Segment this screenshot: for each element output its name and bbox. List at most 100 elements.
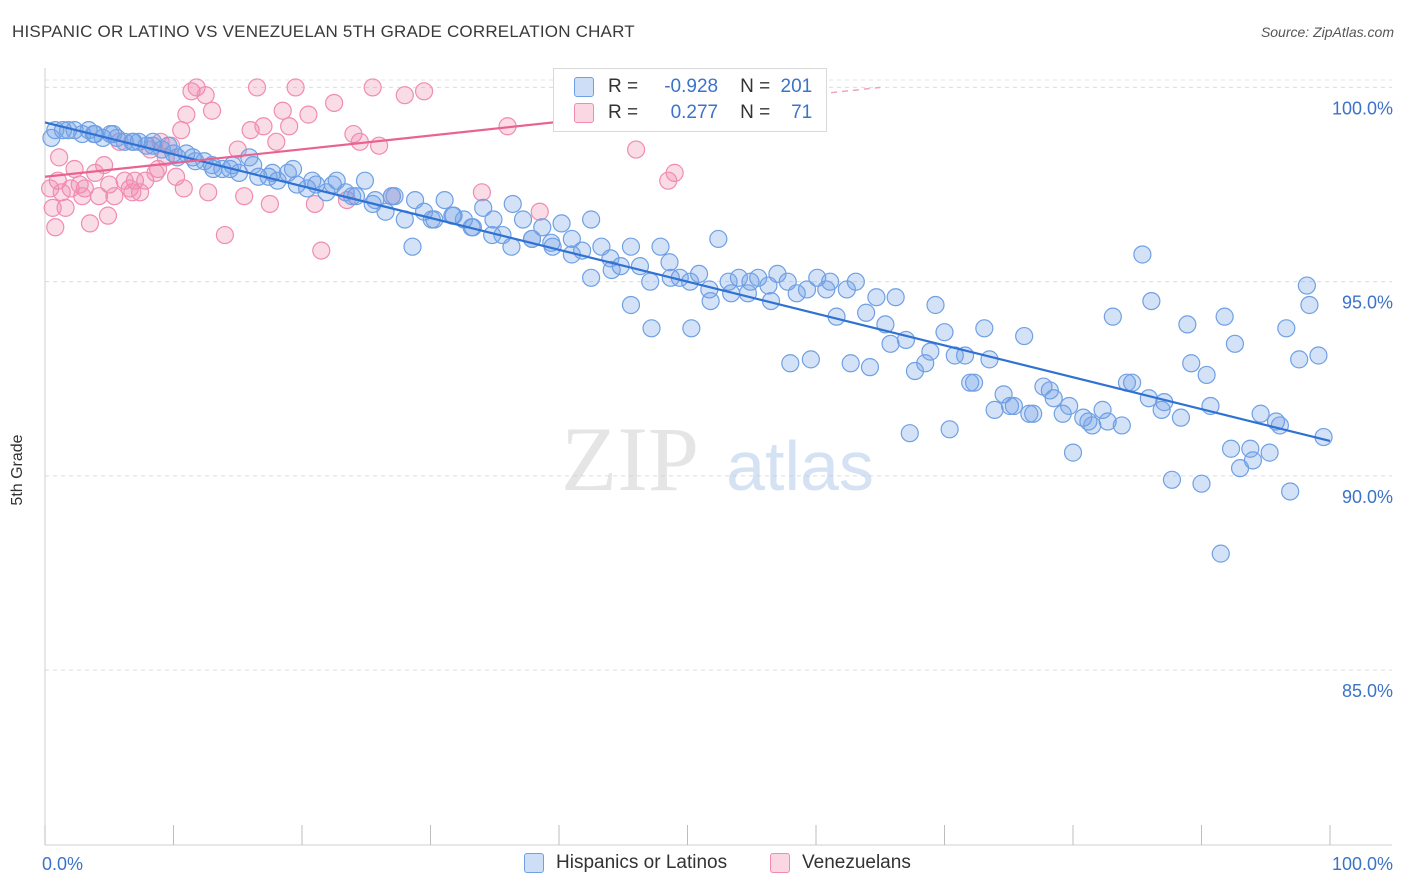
- point-hispanics: [935, 323, 954, 342]
- point-hispanics: [582, 210, 601, 229]
- point-hispanics: [435, 190, 454, 210]
- point-hispanics: [1178, 315, 1197, 334]
- point-hispanics: [502, 237, 521, 256]
- point-venezuelans: [41, 179, 60, 198]
- point-hispanics: [1241, 439, 1260, 458]
- point-hispanics: [886, 288, 905, 307]
- x-tick-label-min: 0.0%: [42, 854, 83, 874]
- point-hispanics: [1290, 350, 1309, 369]
- point-hispanics: [741, 272, 760, 291]
- point-hispanics: [900, 424, 919, 443]
- point-venezuelans: [305, 194, 324, 214]
- point-hispanics: [701, 292, 720, 311]
- point-hispanics: [382, 187, 402, 206]
- point-hispanics: [1112, 416, 1131, 435]
- legend-n-label: N =: [740, 102, 771, 123]
- point-hispanics: [1277, 319, 1296, 338]
- point-venezuelans: [325, 93, 344, 113]
- point-venezuelans: [98, 206, 118, 225]
- point-venezuelans: [215, 225, 234, 245]
- point-venezuelans: [530, 202, 549, 221]
- point-hispanics: [641, 272, 660, 291]
- point-venezuelans: [414, 82, 434, 101]
- point-hispanics: [244, 156, 263, 175]
- point-hispanics: [1093, 400, 1112, 419]
- point-hispanics: [964, 373, 984, 392]
- point-venezuelans: [43, 198, 62, 217]
- point-hispanics: [484, 210, 503, 229]
- point-venezuelans: [260, 194, 279, 214]
- point-hispanics: [689, 264, 709, 284]
- point-hispanics: [1221, 439, 1241, 458]
- point-venezuelans: [174, 179, 193, 198]
- legend-n-value-hispanics: 201: [780, 76, 813, 97]
- point-hispanics: [1182, 354, 1201, 373]
- point-hispanics: [1251, 404, 1270, 423]
- bottom-legend-swatch-hispanics: [524, 853, 544, 873]
- axes: [44, 68, 1392, 846]
- point-hispanics: [1197, 365, 1216, 385]
- point-venezuelans: [363, 78, 382, 97]
- point-hispanics: [1192, 474, 1211, 493]
- chart-title: HISPANIC OR LATINO VS VENEZUELAN 5TH GRA…: [12, 22, 635, 41]
- trend-lines: [44, 86, 1331, 443]
- point-hispanics: [1103, 307, 1122, 326]
- point-hispanics: [821, 272, 840, 291]
- bottom-legend-swatch-venezuelans: [770, 853, 790, 873]
- bottom-legend-hispanics[interactable]: Hispanics or Latinos: [524, 852, 727, 874]
- point-hispanics: [1063, 443, 1083, 462]
- point-hispanics: [651, 237, 670, 256]
- watermark-atlas: atlas: [726, 427, 874, 505]
- point-venezuelans: [280, 117, 299, 136]
- point-venezuelans: [395, 86, 414, 105]
- point-hispanics: [283, 159, 303, 179]
- legend-r-value-venezuelans: 0.277: [670, 102, 719, 123]
- legend-row-hispanics: R = -0.928 N = 201: [574, 75, 812, 99]
- point-hispanics: [1004, 396, 1023, 416]
- point-hispanics: [1171, 408, 1191, 427]
- point-venezuelans: [247, 78, 267, 97]
- watermark-zip: ZIP: [561, 408, 699, 510]
- point-hispanics: [1020, 404, 1039, 423]
- y-tick-label: 90.0%: [1342, 487, 1393, 507]
- point-hispanics: [1300, 295, 1319, 315]
- point-venezuelans: [46, 218, 65, 237]
- point-hispanics: [1098, 412, 1117, 431]
- trend-line-hispanics: [44, 121, 1331, 443]
- point-hispanics: [841, 354, 860, 373]
- y-axis-label: 5th Grade: [9, 434, 26, 506]
- point-hispanics: [921, 342, 940, 361]
- point-hispanics: [709, 229, 728, 249]
- point-hispanics: [474, 198, 493, 217]
- y-tick-label: 100.0%: [1332, 98, 1393, 118]
- point-venezuelans: [123, 183, 142, 202]
- point-venezuelans: [73, 187, 92, 206]
- point-hispanics: [1225, 334, 1245, 353]
- point-hispanics: [621, 237, 641, 256]
- point-hispanics: [143, 132, 163, 151]
- point-venezuelans: [626, 140, 646, 159]
- point-hispanics: [1215, 307, 1234, 326]
- x-tick-label-max: 100.0%: [1332, 854, 1393, 874]
- point-hispanics: [940, 420, 959, 439]
- point-hispanics: [1297, 276, 1316, 295]
- point-hispanics: [797, 280, 817, 299]
- point-hispanics: [719, 272, 738, 291]
- point-venezuelans: [177, 105, 196, 124]
- point-hispanics: [355, 171, 375, 190]
- point-hispanics: [1015, 326, 1034, 346]
- legend-swatch-venezuelans: [574, 103, 594, 123]
- point-venezuelans: [273, 101, 292, 120]
- point-hispanics: [1079, 412, 1098, 431]
- bottom-legend: Hispanics or Latinos Venezuelans: [0, 852, 1406, 878]
- bottom-legend-label-hispanics: Hispanics or Latinos: [556, 852, 728, 873]
- point-hispanics: [994, 385, 1013, 404]
- bottom-legend-venezuelans[interactable]: Venezuelans: [770, 852, 911, 874]
- point-hispanics: [1309, 346, 1328, 365]
- point-hispanics: [1000, 396, 1020, 416]
- source-label: Source: ZipAtlas.com: [1260, 24, 1394, 40]
- legend-n-label: N =: [740, 76, 771, 97]
- tick-labels: 85.0% 90.0% 95.0% 100.0% 0.0% 100.0%: [42, 98, 1393, 874]
- point-hispanics: [1211, 544, 1230, 563]
- point-venezuelans: [235, 187, 254, 206]
